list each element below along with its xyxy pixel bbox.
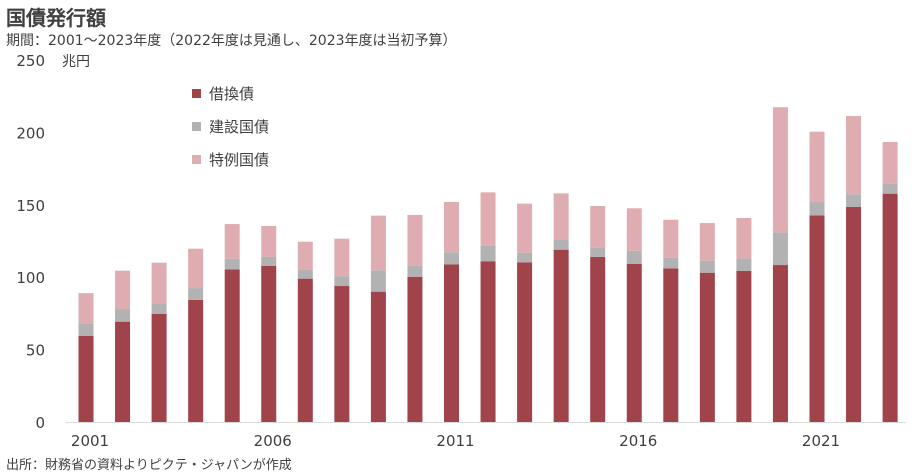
- bar-segment-construction: [736, 258, 752, 271]
- bar-segment-construction: [115, 309, 131, 322]
- y-tick-label: 200: [16, 124, 45, 142]
- bar-segment-deficit: [736, 217, 752, 259]
- bar-segment-refunding: [809, 215, 825, 422]
- bar-segment-deficit: [809, 131, 825, 203]
- legend-swatch-construction: [192, 122, 201, 131]
- bar-segment-construction: [553, 239, 569, 250]
- bar-segment-refunding: [151, 313, 167, 422]
- bar-segment-deficit: [115, 270, 131, 310]
- legend-swatch-refunding: [192, 89, 201, 98]
- bar-segment-refunding: [590, 256, 606, 422]
- legend-item-deficit: 特例国債: [192, 149, 269, 170]
- bar-segment-construction: [407, 265, 423, 277]
- bar-segment-deficit: [188, 248, 204, 289]
- bar-segment-deficit: [517, 203, 533, 253]
- bar-segment-deficit: [590, 205, 606, 248]
- y-axis-unit: 兆円: [62, 54, 90, 70]
- bar-segment-construction: [626, 250, 642, 264]
- x-tick-label: 2006: [254, 432, 292, 450]
- bar-segment-construction: [224, 258, 240, 270]
- bar-segment-construction: [297, 269, 313, 279]
- legend-label: 借換債: [209, 85, 255, 103]
- bar-segment-refunding: [736, 270, 752, 422]
- bar-segment-construction: [188, 288, 204, 300]
- bar-segment-refunding: [78, 335, 94, 422]
- x-tick-label: 2001: [71, 432, 109, 450]
- bar-segment-refunding: [480, 261, 496, 422]
- bar-segment-deficit: [699, 223, 715, 261]
- bar-segment-refunding: [517, 262, 533, 422]
- legend-swatch-deficit: [192, 155, 201, 164]
- bar-segment-refunding: [663, 268, 679, 422]
- x-tick-label: 2021: [802, 432, 840, 450]
- bar-segment-refunding: [370, 291, 386, 422]
- bar-segment-refunding: [407, 276, 423, 422]
- bar-segment-construction: [882, 183, 898, 194]
- source-note: 出所：財務省の資料よりピクテ・ジャパンが作成: [6, 458, 292, 473]
- y-tick-label: 100: [16, 269, 45, 287]
- bar-segment-construction: [370, 270, 386, 292]
- bar-segment-deficit: [261, 225, 277, 257]
- bar-segment-refunding: [846, 206, 862, 422]
- bar-segment-deficit: [882, 141, 898, 184]
- bar-segment-deficit: [151, 262, 167, 304]
- bar-segment-refunding: [882, 193, 898, 422]
- bar-segment-refunding: [772, 265, 788, 422]
- bar-segment-deficit: [297, 241, 313, 270]
- bar-segment-construction: [480, 245, 496, 262]
- bar-segment-refunding: [224, 269, 240, 422]
- bar-segment-refunding: [626, 263, 642, 422]
- bar-segment-construction: [261, 256, 277, 266]
- bar-segment-construction: [334, 276, 350, 287]
- bar-segment-construction: [663, 257, 679, 269]
- bar-segment-deficit: [626, 208, 642, 251]
- bar-segment-refunding: [115, 321, 131, 422]
- legend-label: 建設国債: [209, 118, 270, 136]
- bar-segment-construction: [846, 194, 862, 207]
- bar-segment-construction: [517, 252, 533, 263]
- legend-item-refunding: 借換債: [192, 83, 254, 104]
- bar-segment-refunding: [261, 265, 277, 422]
- bar-segment-deficit: [772, 107, 788, 233]
- bar-segment-construction: [772, 232, 788, 266]
- y-tick-label: 50: [26, 342, 45, 360]
- bar-segment-refunding: [553, 249, 569, 422]
- bar-segment-deficit: [370, 215, 386, 271]
- legend-item-construction: 建設国債: [192, 116, 269, 137]
- bar-segment-deficit: [663, 219, 679, 258]
- bar-segment-deficit: [224, 224, 240, 259]
- bar-segment-refunding: [188, 299, 204, 422]
- x-tick-label: 2016: [619, 432, 657, 450]
- bar-segment-refunding: [444, 264, 459, 422]
- bar-segment-construction: [590, 247, 606, 257]
- bar-segment-deficit: [444, 201, 459, 253]
- bar-segment-refunding: [297, 278, 313, 422]
- bar-segment-construction: [151, 303, 167, 314]
- bar-segment-deficit: [553, 193, 569, 240]
- bar-segment-deficit: [78, 293, 94, 324]
- bar-segment-deficit: [480, 192, 496, 246]
- y-tick-label: 0: [35, 414, 45, 432]
- bar-segment-refunding: [334, 286, 350, 422]
- bar-segment-deficit: [334, 238, 350, 277]
- bar-segment-construction: [444, 252, 459, 265]
- x-tick-label: 2011: [436, 432, 474, 450]
- legend-label: 特例国債: [209, 151, 270, 169]
- chart-title: 国債発行額: [6, 6, 106, 30]
- y-tick-label: 250: [16, 52, 45, 70]
- bar-segment-construction: [699, 260, 715, 273]
- bar-segment-refunding: [699, 272, 715, 422]
- chart-subtitle: 期間：2001～2023年度（2022年度は見通し、2023年度は当初予算）: [6, 33, 457, 49]
- bar-segment-construction: [809, 202, 825, 216]
- bar-segment-construction: [78, 323, 94, 336]
- bar-segment-deficit: [407, 214, 423, 266]
- y-tick-label: 150: [16, 197, 45, 215]
- bar-segment-deficit: [846, 116, 862, 195]
